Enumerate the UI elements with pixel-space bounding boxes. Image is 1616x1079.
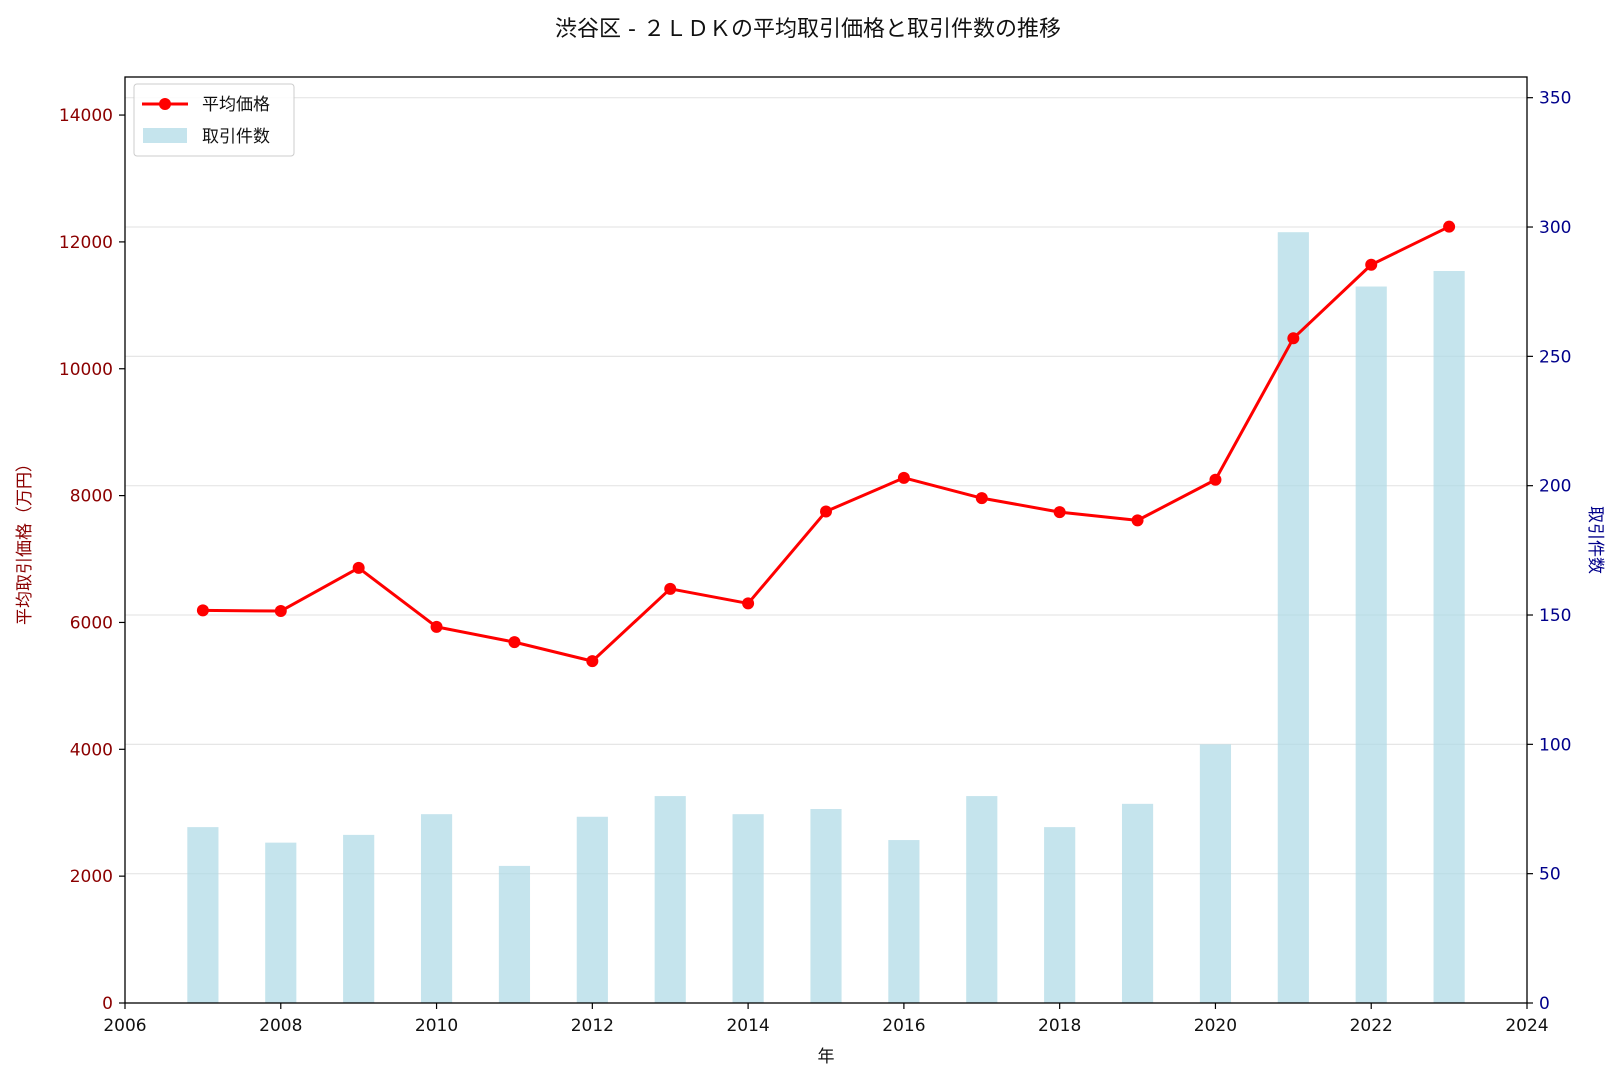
bar (1277, 232, 1309, 1003)
y-left-tick-label: 10000 (59, 360, 113, 380)
price-point (196, 604, 209, 617)
y-left-tick-label: 0 (102, 994, 113, 1014)
price-point (742, 597, 755, 610)
y-left-tick-label: 4000 (70, 740, 113, 760)
y-right-tick-label: 350 (1539, 89, 1571, 109)
bar (1121, 803, 1154, 1003)
price-point (975, 492, 988, 505)
x-tick-label: 2022 (1350, 1016, 1393, 1036)
y-left-tick-label: 8000 (70, 487, 113, 507)
x-tick-label: 2008 (259, 1016, 302, 1036)
x-tick-label: 2010 (415, 1016, 458, 1036)
price-point (1365, 258, 1378, 271)
legend: 平均価格 取引件数 (133, 83, 295, 157)
bar (1355, 286, 1387, 1003)
legend-label-count: 取引件数 (202, 127, 270, 147)
price-point (508, 636, 521, 649)
y-right-tick-label: 100 (1539, 735, 1571, 755)
y-right-tick-label: 300 (1539, 218, 1571, 238)
price-point (1287, 332, 1300, 345)
y-left-tick-label: 12000 (59, 233, 113, 253)
bar (265, 842, 297, 1003)
legend-bar-swatch (143, 128, 187, 143)
price-point (1443, 220, 1456, 233)
line-series (196, 220, 1456, 668)
x-tick-label: 2012 (571, 1016, 614, 1036)
plot-frame (124, 76, 1528, 1004)
price-point (1209, 473, 1222, 486)
bar (187, 827, 219, 1003)
bar (498, 865, 531, 1003)
y-axis-left: 0 2000 4000 6000 8000 10000 12000 14000 (59, 106, 125, 1014)
y-left-tick-label: 14000 (59, 106, 113, 126)
bar (576, 816, 608, 1003)
x-axis: 2006 2008 2010 2012 2014 2016 2018 2020 2022 2024 (103, 1003, 1549, 1036)
bar (420, 814, 453, 1003)
price-point (352, 561, 365, 574)
x-tick-label: 2016 (882, 1016, 925, 1036)
price-line (202, 225, 1450, 663)
price-point (820, 505, 832, 518)
price-point (274, 605, 287, 618)
chart-title: 渋谷区 - ２ＬＤＫの平均取引価格と取引件数の推移 (555, 17, 1061, 42)
x-tick-label: 2014 (726, 1016, 769, 1036)
y-right-tick-label: 0 (1539, 994, 1550, 1014)
y-right-tick-label: 200 (1539, 477, 1571, 497)
bar (343, 834, 375, 1003)
x-tick-label: 2006 (103, 1016, 146, 1036)
legend-marker-swatch (159, 98, 171, 110)
bar (966, 796, 998, 1003)
x-axis-title: 年 (818, 1047, 835, 1067)
x-tick-label: 2020 (1194, 1016, 1237, 1036)
price-point (897, 471, 910, 484)
y-left-tick-label: 2000 (70, 867, 113, 887)
bar (1044, 827, 1076, 1003)
price-point (586, 655, 599, 668)
y-left-tick-label: 6000 (70, 613, 113, 633)
price-point (1053, 506, 1066, 519)
y-axis-right: 0 50 100 150 200 250 300 350 (1527, 89, 1571, 1014)
y-axis-left-title: 平均取引価格（万円） (15, 455, 35, 625)
y-right-tick-label: 250 (1539, 347, 1571, 367)
legend-label-price: 平均価格 (202, 95, 270, 115)
y-right-tick-label: 150 (1539, 606, 1571, 626)
bar (888, 840, 920, 1003)
bar (732, 814, 764, 1003)
grid (125, 97, 1527, 875)
y-axis-right-title: 取引件数 (1585, 506, 1605, 574)
price-point (430, 620, 443, 633)
price-point (664, 582, 677, 595)
bar-series (187, 232, 1465, 1004)
bar (1433, 270, 1465, 1004)
x-tick-label: 2018 (1038, 1016, 1081, 1036)
bar (1199, 744, 1232, 1003)
x-tick-label: 2024 (1505, 1016, 1548, 1036)
y-right-tick-label: 50 (1539, 865, 1561, 885)
price-point (1131, 514, 1144, 527)
bar (654, 796, 686, 1003)
bar (810, 809, 842, 1003)
